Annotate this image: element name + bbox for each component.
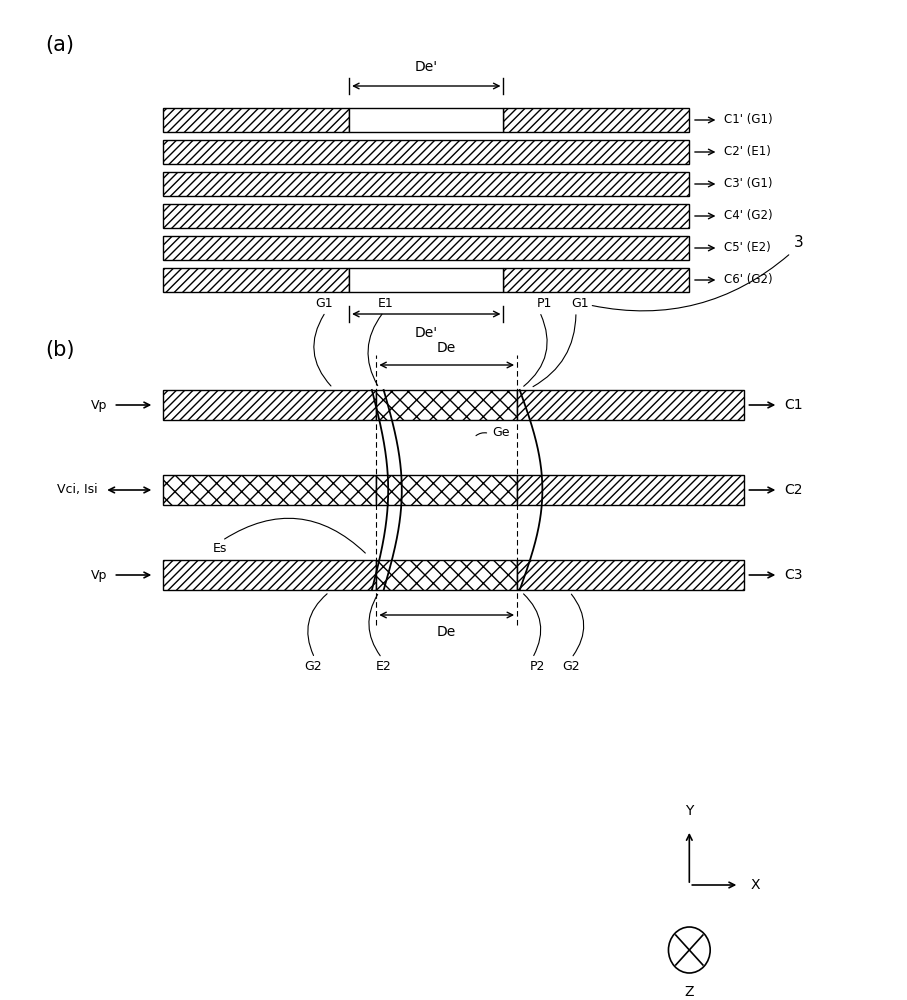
Text: E1: E1 (377, 297, 394, 310)
Bar (163, 140, 689, 164)
Text: G2: G2 (562, 660, 580, 673)
Bar (163, 204, 689, 228)
Text: C3' (G1): C3' (G1) (724, 178, 772, 190)
Bar (163, 560, 376, 590)
Text: G2: G2 (304, 660, 322, 673)
Bar (503, 108, 689, 132)
Text: C1: C1 (785, 398, 804, 412)
Bar (163, 268, 349, 292)
Text: Vci, Isi: Vci, Isi (57, 484, 98, 496)
Bar (163, 475, 376, 505)
Text: Vp: Vp (91, 568, 107, 582)
Text: De': De' (414, 60, 438, 74)
Text: (a): (a) (45, 35, 74, 55)
Text: C3: C3 (785, 568, 803, 582)
Bar (517, 475, 744, 505)
Text: C6' (G2): C6' (G2) (724, 273, 773, 286)
Text: P1: P1 (537, 297, 551, 310)
Bar (517, 560, 744, 590)
Text: (b): (b) (45, 340, 75, 360)
Text: X: X (750, 878, 759, 892)
Text: 3: 3 (794, 235, 804, 250)
Text: Y: Y (685, 804, 694, 818)
Text: C2' (E1): C2' (E1) (724, 145, 771, 158)
Text: De': De' (414, 326, 438, 340)
Bar (376, 390, 517, 420)
Bar (163, 108, 349, 132)
Text: C2: C2 (785, 483, 803, 497)
Text: Es: Es (213, 542, 228, 556)
Bar (376, 475, 517, 505)
Text: G1: G1 (315, 297, 333, 310)
Text: De: De (437, 341, 456, 355)
Text: P2: P2 (530, 660, 544, 673)
Bar (349, 108, 503, 132)
Text: C4' (G2): C4' (G2) (724, 210, 773, 223)
Text: Vp: Vp (91, 398, 107, 412)
Text: E2: E2 (375, 660, 392, 673)
Bar (163, 390, 376, 420)
Text: G1: G1 (571, 297, 590, 310)
Bar (163, 236, 689, 260)
Text: Ge: Ge (492, 426, 510, 439)
Text: De: De (437, 625, 456, 639)
Bar (503, 268, 689, 292)
Bar (376, 560, 517, 590)
Text: Z: Z (685, 985, 694, 999)
Text: C1' (G1): C1' (G1) (724, 113, 773, 126)
Bar (517, 390, 744, 420)
Bar (163, 172, 689, 196)
Text: C5' (E2): C5' (E2) (724, 241, 771, 254)
Bar (349, 268, 503, 292)
